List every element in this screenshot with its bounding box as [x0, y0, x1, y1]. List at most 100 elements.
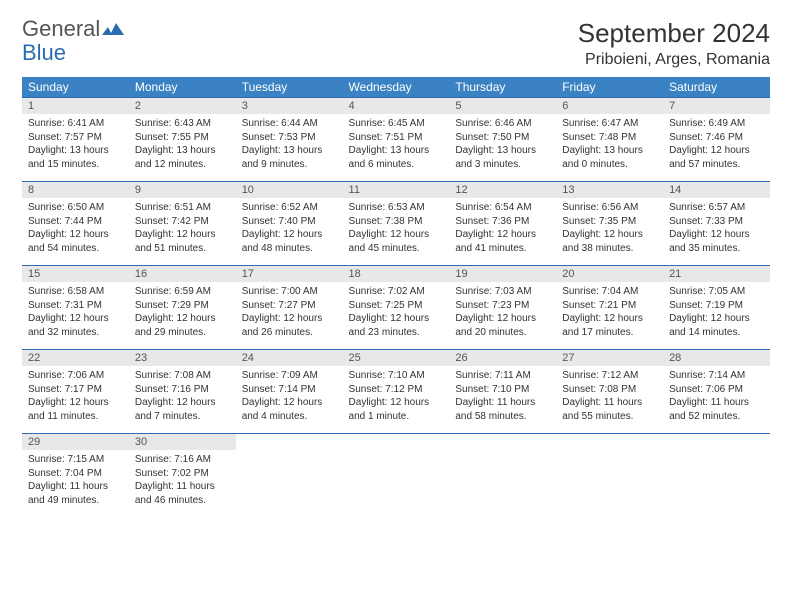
sunset-line: Sunset: 7:10 PM	[455, 383, 550, 397]
day-cell: Sunrise: 6:47 AMSunset: 7:48 PMDaylight:…	[556, 114, 663, 182]
daylight-line: Daylight: 11 hours and 55 minutes.	[562, 396, 657, 423]
day-number-row: 15161718192021	[22, 266, 770, 283]
day-number: 30	[129, 434, 236, 451]
sunrise-line: Sunrise: 6:45 AM	[349, 117, 444, 131]
sunrise-line: Sunrise: 7:10 AM	[349, 369, 444, 383]
sunset-line: Sunset: 7:27 PM	[242, 299, 337, 313]
sunrise-line: Sunrise: 6:56 AM	[562, 201, 657, 215]
day-number-row: 2930	[22, 434, 770, 451]
sunset-line: Sunset: 7:40 PM	[242, 215, 337, 229]
day-cell: Sunrise: 7:08 AMSunset: 7:16 PMDaylight:…	[129, 366, 236, 434]
day-number: 8	[22, 182, 129, 199]
day-number: 13	[556, 182, 663, 199]
daylight-line: Daylight: 12 hours and 20 minutes.	[455, 312, 550, 339]
sunrise-line: Sunrise: 6:58 AM	[28, 285, 123, 299]
day-number: 26	[449, 350, 556, 367]
sunset-line: Sunset: 7:57 PM	[28, 131, 123, 145]
sunrise-line: Sunrise: 6:41 AM	[28, 117, 123, 131]
day-cell	[236, 450, 343, 517]
day-number	[556, 434, 663, 451]
day-cell: Sunrise: 7:04 AMSunset: 7:21 PMDaylight:…	[556, 282, 663, 350]
location: Priboieni, Arges, Romania	[578, 51, 770, 69]
sunrise-line: Sunrise: 6:53 AM	[349, 201, 444, 215]
day-number: 4	[343, 98, 450, 115]
logo-text-1: General	[22, 16, 100, 41]
day-number: 24	[236, 350, 343, 367]
daylight-line: Daylight: 12 hours and 17 minutes.	[562, 312, 657, 339]
sunrise-line: Sunrise: 7:08 AM	[135, 369, 230, 383]
sunset-line: Sunset: 7:08 PM	[562, 383, 657, 397]
day-cell: Sunrise: 6:54 AMSunset: 7:36 PMDaylight:…	[449, 198, 556, 266]
day-number: 18	[343, 266, 450, 283]
day-number: 23	[129, 350, 236, 367]
day-content-row: Sunrise: 6:41 AMSunset: 7:57 PM Daylight:…	[22, 114, 770, 182]
daylight-line: Daylight: 12 hours and 11 minutes.	[28, 396, 123, 423]
daylight-line: Daylight: 12 hours and 26 minutes.	[242, 312, 337, 339]
sunrise-line: Sunrise: 7:02 AM	[349, 285, 444, 299]
logo-text-2: Blue	[22, 40, 66, 65]
daylight-line: Daylight: 12 hours and 4 minutes.	[242, 396, 337, 423]
day-number-row: 891011121314	[22, 182, 770, 199]
day-number	[236, 434, 343, 451]
sunset-line: Sunset: 7:12 PM	[349, 383, 444, 397]
title-block: September 2024 Priboieni, Arges, Romania	[578, 18, 770, 69]
daylight-line: Daylight: 12 hours and 45 minutes.	[349, 228, 444, 255]
sunrise-line: Sunrise: 6:47 AM	[562, 117, 657, 131]
day-header: Thursday	[449, 77, 556, 98]
sunrise-line: Sunrise: 6:54 AM	[455, 201, 550, 215]
sunset-line: Sunset: 7:50 PM	[455, 131, 550, 145]
sunrise-line: Sunrise: 6:43 AM	[135, 117, 230, 131]
day-number: 15	[22, 266, 129, 283]
sunset-line: Sunset: 7:44 PM	[28, 215, 123, 229]
day-number: 22	[22, 350, 129, 367]
day-number: 21	[663, 266, 770, 283]
daylight-line: Daylight: 13 hours and 3 minutes.	[455, 144, 550, 171]
day-number: 27	[556, 350, 663, 367]
day-number: 1	[22, 98, 129, 115]
sunrise-line: Sunrise: 7:11 AM	[455, 369, 550, 383]
logo: General Blue	[22, 18, 124, 65]
day-content-row: Sunrise: 6:50 AMSunset: 7:44 PMDaylight:…	[22, 198, 770, 266]
daylight-line: Daylight: 13 hours and 6 minutes.	[349, 144, 444, 171]
day-header: Tuesday	[236, 77, 343, 98]
day-content-row: Sunrise: 7:15 AMSunset: 7:04 PMDaylight:…	[22, 450, 770, 517]
day-number: 3	[236, 98, 343, 115]
day-number: 6	[556, 98, 663, 115]
day-number: 10	[236, 182, 343, 199]
day-cell: Sunrise: 7:09 AMSunset: 7:14 PMDaylight:…	[236, 366, 343, 434]
sunrise-line: Sunrise: 7:16 AM	[135, 453, 230, 467]
sunset-line: Sunset: 7:35 PM	[562, 215, 657, 229]
day-header: Wednesday	[343, 77, 450, 98]
sunrise-line: Sunrise: 6:57 AM	[669, 201, 764, 215]
day-cell	[449, 450, 556, 517]
day-cell: Sunrise: 7:06 AMSunset: 7:17 PMDaylight:…	[22, 366, 129, 434]
day-cell: Sunrise: 6:58 AMSunset: 7:31 PMDaylight:…	[22, 282, 129, 350]
calendar-table: Sunday Monday Tuesday Wednesday Thursday…	[22, 77, 770, 517]
day-number: 12	[449, 182, 556, 199]
sunset-line: Sunset: 7:19 PM	[669, 299, 764, 313]
daylight-line: Daylight: 12 hours and 48 minutes.	[242, 228, 337, 255]
day-number: 11	[343, 182, 450, 199]
day-header: Saturday	[663, 77, 770, 98]
sunrise-line: Sunrise: 6:50 AM	[28, 201, 123, 215]
daylight-line: Daylight: 12 hours and 1 minute.	[349, 396, 444, 423]
day-content-row: Sunrise: 7:06 AMSunset: 7:17 PMDaylight:…	[22, 366, 770, 434]
sunset-line: Sunset: 7:02 PM	[135, 467, 230, 481]
sunset-line: Sunset: 7:53 PM	[242, 131, 337, 145]
sunset-line: Sunset: 7:06 PM	[669, 383, 764, 397]
day-cell	[556, 450, 663, 517]
day-number: 7	[663, 98, 770, 115]
day-cell	[663, 450, 770, 517]
daylight-line: Daylight: 12 hours and 35 minutes.	[669, 228, 764, 255]
daylight-line: Daylight: 12 hours and 54 minutes.	[28, 228, 123, 255]
day-number	[343, 434, 450, 451]
month-title: September 2024	[578, 18, 770, 49]
sunset-line: Sunset: 7:48 PM	[562, 131, 657, 145]
sunrise-line: Sunrise: 7:05 AM	[669, 285, 764, 299]
sunrise-line: Sunrise: 7:14 AM	[669, 369, 764, 383]
daylight-line: Daylight: 12 hours and 23 minutes.	[349, 312, 444, 339]
sunset-line: Sunset: 7:16 PM	[135, 383, 230, 397]
sunrise-line: Sunrise: 7:04 AM	[562, 285, 657, 299]
daylight-line: Daylight: 11 hours and 46 minutes.	[135, 480, 230, 507]
day-cell: Sunrise: 6:49 AMSunset: 7:46 PMDaylight:…	[663, 114, 770, 182]
